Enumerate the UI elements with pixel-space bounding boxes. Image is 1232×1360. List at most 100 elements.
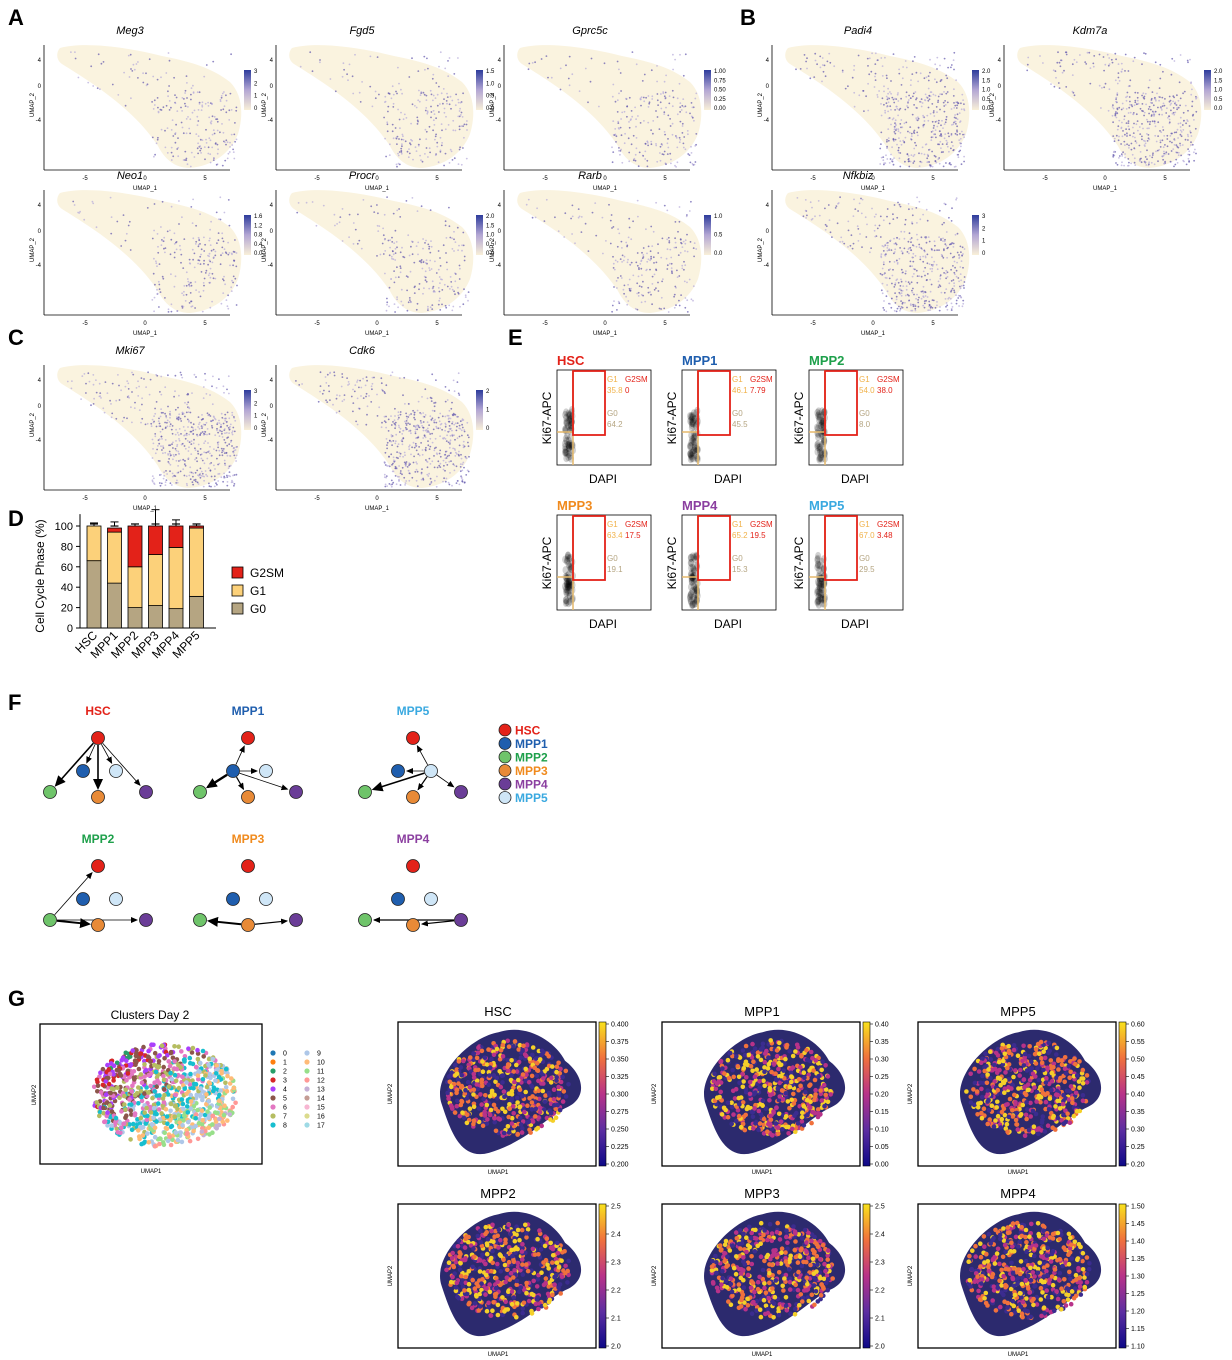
cell-dot	[950, 66, 952, 69]
cell-dot	[225, 431, 228, 434]
g0-value: 8.0	[859, 420, 871, 429]
cell-dot	[164, 251, 166, 254]
cell-dot	[458, 450, 460, 453]
cell-dot	[948, 216, 950, 219]
cell-dot	[674, 285, 677, 288]
cell-dot	[452, 379, 455, 382]
cell-dot	[383, 238, 386, 241]
cell-dot	[909, 97, 912, 99]
cell-dot	[913, 273, 915, 275]
cell-dot	[867, 109, 870, 112]
cell-dot	[191, 222, 194, 224]
cell-dot	[468, 455, 470, 458]
cell-dot	[443, 111, 446, 114]
cell-dot	[435, 425, 438, 428]
cell-dot	[448, 57, 451, 59]
cell-dot	[605, 240, 607, 242]
cell-dot	[898, 203, 901, 206]
cell-dot	[228, 443, 231, 446]
cell-dot	[425, 459, 427, 461]
cell-dot	[1130, 148, 1133, 151]
cell-dot	[219, 196, 222, 199]
cell-dot	[1103, 86, 1106, 89]
cell-dot	[165, 479, 168, 481]
cell-dot	[424, 276, 427, 279]
cell-dot	[662, 153, 665, 156]
cell-dot	[352, 388, 354, 391]
cell-dot	[906, 306, 908, 309]
cell-dot	[613, 268, 616, 271]
cell-dot	[858, 94, 861, 97]
gate-label-g2sm: G2SM	[877, 375, 900, 384]
cell-dot	[642, 96, 645, 99]
density-blob	[565, 436, 572, 445]
cell-dot	[404, 482, 407, 484]
cell-dot	[934, 63, 937, 66]
cell-dot	[134, 401, 136, 404]
cell-dot	[418, 100, 421, 103]
cell-dot	[925, 96, 928, 99]
density-blob	[691, 415, 698, 424]
cell-dot	[170, 428, 173, 431]
cell-dot	[441, 289, 444, 291]
cell-dot	[618, 68, 620, 71]
cell-dot	[153, 155, 155, 158]
colorbar-tick: 1.6	[254, 214, 263, 220]
cell-dot	[935, 106, 938, 108]
cell-dot	[1115, 98, 1117, 100]
cell-dot	[118, 399, 121, 401]
cell-dot	[402, 304, 404, 307]
cell-dot	[448, 206, 450, 209]
cell-dot	[621, 111, 624, 114]
cell-dot	[885, 102, 888, 105]
cell-dot	[168, 450, 171, 453]
cell-dot	[415, 461, 418, 463]
cell-dot	[217, 473, 220, 475]
cell-dot	[185, 411, 188, 414]
cell-dot	[563, 236, 566, 238]
cell-dot	[209, 445, 211, 448]
cell-dot	[686, 281, 688, 284]
cell-dot	[619, 258, 622, 260]
cell-dot	[235, 138, 238, 141]
cell-dot	[173, 251, 176, 254]
cell-cloud	[57, 45, 242, 168]
cell-dot	[650, 225, 653, 228]
cell-dot	[916, 119, 919, 122]
cell-dot	[923, 306, 926, 309]
cell-dot	[937, 286, 940, 288]
cell-dot	[209, 394, 211, 396]
density-blob	[562, 434, 569, 443]
cell-dot	[659, 101, 662, 104]
cell-dot	[392, 102, 395, 105]
cell-dot	[226, 444, 229, 447]
cell-dot	[1126, 134, 1129, 137]
cell-dot	[429, 251, 432, 254]
cell-dot	[946, 304, 949, 307]
cell-dot	[1123, 118, 1126, 121]
cell-dot	[456, 480, 459, 482]
cell-dot	[915, 97, 918, 99]
density-blob	[814, 424, 821, 433]
cell-dot	[234, 419, 237, 422]
cell-dot	[937, 143, 939, 146]
cell-dot	[188, 407, 191, 410]
cell-dot	[225, 420, 228, 423]
cell-dot	[100, 62, 103, 65]
cell-dot	[956, 232, 959, 235]
cell-dot	[188, 302, 191, 304]
cell-dot	[811, 206, 813, 209]
cell-dot	[1086, 51, 1089, 54]
x-tick: 0	[375, 321, 379, 327]
cell-dot	[936, 301, 938, 303]
cell-dot	[162, 277, 165, 280]
cell-dot	[177, 450, 180, 453]
cell-dot	[450, 427, 452, 430]
cell-dot	[428, 287, 431, 290]
cell-dot	[885, 154, 887, 157]
cell-dot	[889, 303, 891, 305]
cell-dot	[613, 300, 615, 302]
cell-dot	[429, 463, 432, 465]
cell-dot	[215, 449, 218, 452]
